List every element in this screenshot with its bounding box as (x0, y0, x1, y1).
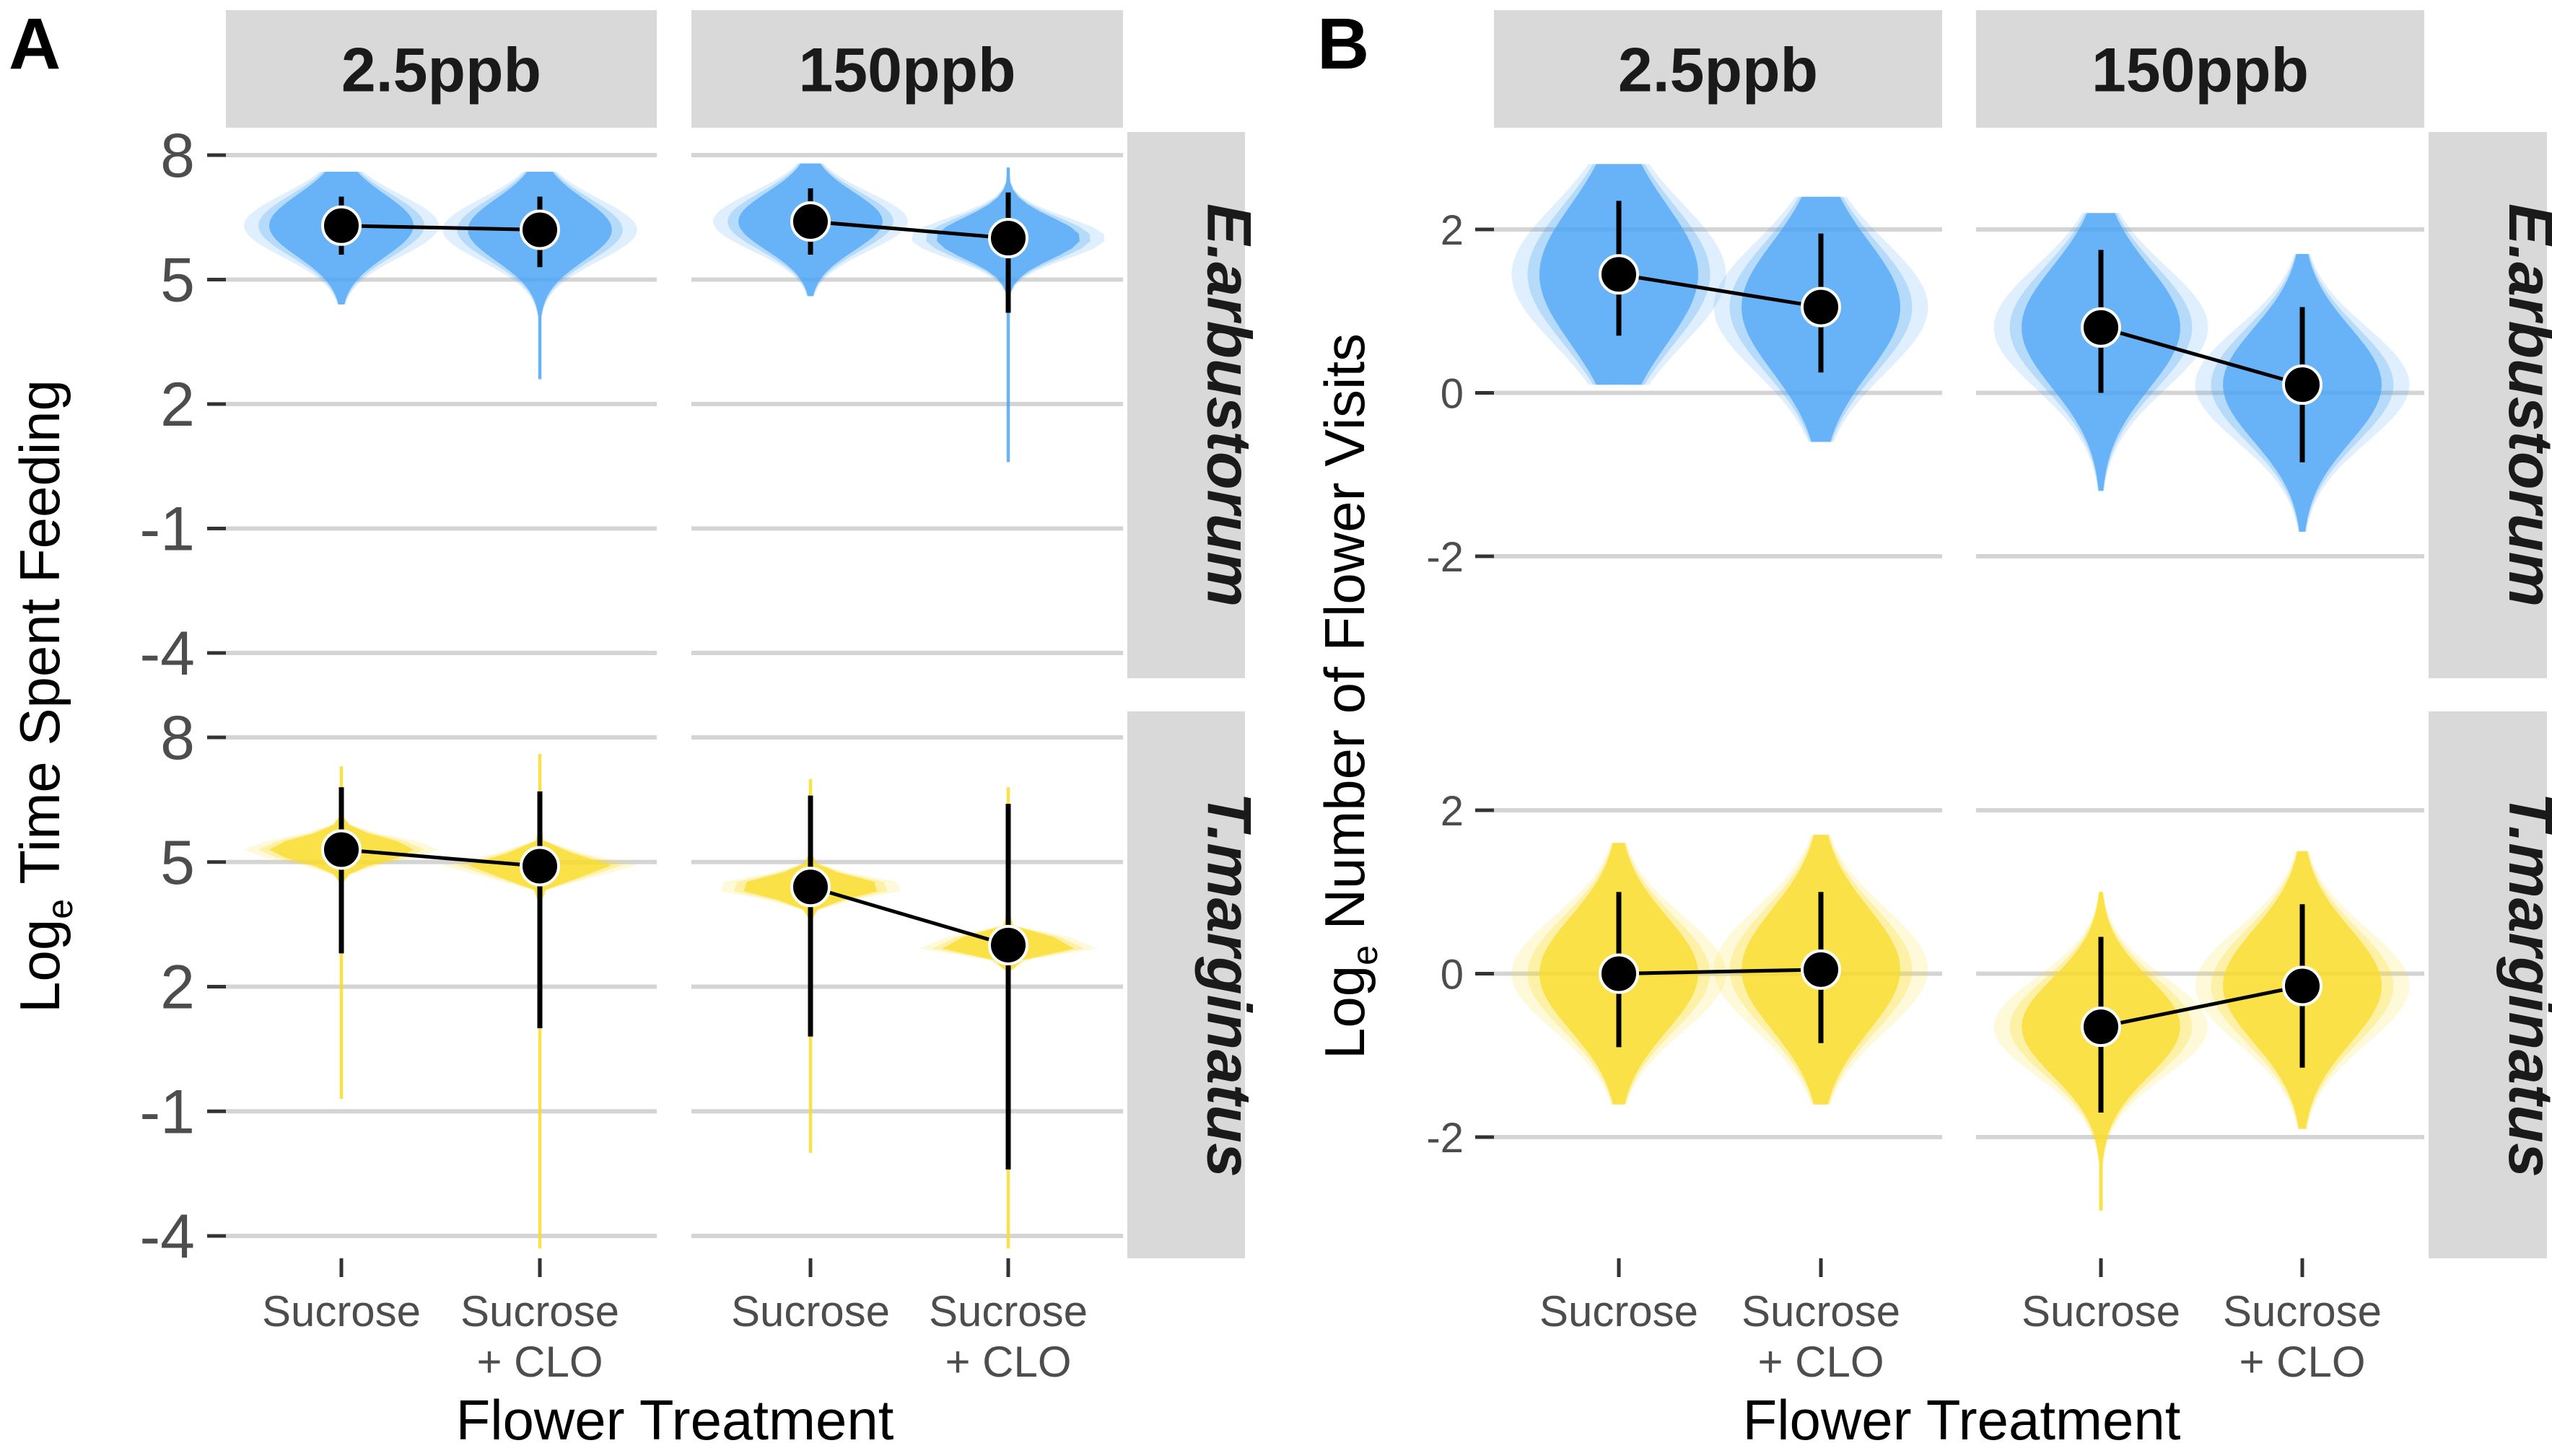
y-tick-label: -1 (140, 495, 195, 564)
strip-col-2-5ppb (226, 10, 657, 128)
y-tick-label: 8 (160, 703, 195, 773)
y-axis-title-subscript: e (1345, 945, 1385, 965)
y-tick-label: 2 (1441, 788, 1464, 835)
mean-connector (1618, 968, 1822, 975)
strip-label-150ppb: 150ppb (2092, 36, 2309, 105)
y-axis-title-base: Log (1313, 965, 1376, 1059)
x-tick-label-sucrose: Sucrose (1539, 1287, 1698, 1336)
y-tick-label: 0 (1441, 952, 1464, 999)
strip-col-150ppb (1976, 10, 2424, 128)
x-tick-label-sucrose: Sucrose (2223, 1287, 2382, 1336)
facet-e-arbustorum-2-5ppb (244, 172, 637, 380)
mean-point-sucrose (790, 867, 831, 908)
x-tick-label-clo: + CLO (945, 1338, 1071, 1386)
mean-point-sucrose-clo (520, 209, 560, 250)
strip-label-t-marginatus: T.marginatus (2496, 792, 2552, 1177)
strip-label-150ppb: 150ppb (798, 36, 1015, 105)
mean-connector (810, 219, 1009, 240)
y-tick-label: 0 (1441, 371, 1464, 418)
y-tick-label: -1 (140, 1077, 195, 1146)
mean-connector (341, 224, 541, 232)
facet-e-arbustorum-2-5ppb (1511, 164, 1928, 442)
y-axis-title: Loge Time Spent Feeding (8, 380, 80, 1013)
mean-point-sucrose (1599, 254, 1639, 295)
y-tick-label: 5 (160, 246, 195, 315)
panel-b: B 2.5ppb 150ppb E.arbustorum T.marginatus 2 0 -… (1313, 4, 2552, 1452)
y-axis-title-rest: Number of Flower Visits (1313, 333, 1376, 945)
facet-t-marginatus-2-5ppb (244, 754, 637, 1249)
x-tick-label-sucrose: Sucrose (731, 1287, 890, 1336)
x-axis-title: Flower Treatment (1743, 1388, 2181, 1452)
violin-sucrose-clo (937, 167, 1080, 462)
x-tick-label-sucrose: Sucrose (460, 1287, 619, 1336)
strip-row-t-marginatus (2429, 711, 2547, 1258)
facet-e-arbustorum-150ppb (713, 163, 1105, 462)
panel-label-a: A (9, 4, 61, 84)
strip-label-e-arbustorum: E.arbustorum (1194, 203, 1264, 607)
panel-a: A 2.5ppb 150ppb E.arbustorum T.marginatus 8 5 2… (8, 4, 1264, 1452)
y-tick-label: -2 (1426, 534, 1464, 581)
mean-point-sucrose (321, 829, 362, 870)
facet-t-marginatus-150ppb (720, 779, 1098, 1249)
y-axis-title-subscript: e (40, 899, 80, 919)
y-tick-label: -2 (1426, 1115, 1464, 1162)
mean-point-sucrose-clo (520, 846, 560, 887)
y-tick-label: -4 (140, 619, 195, 688)
mean-point-sucrose (2081, 307, 2121, 348)
strip-row-e-arbustorum (2429, 132, 2547, 678)
mean-point-sucrose-clo (2282, 965, 2322, 1007)
mean-point-sucrose (790, 201, 831, 242)
mean-connector (2100, 325, 2303, 387)
y-axis-title: Loge Number of Flower Visits (1313, 333, 1385, 1059)
strip-col-2-5ppb (1494, 10, 1942, 128)
violin-sucrose-clo (468, 172, 612, 380)
y-tick-label: 2 (160, 953, 195, 1022)
mean-connector (1618, 272, 1822, 310)
x-tick-label-clo: + CLO (2239, 1338, 2365, 1386)
x-tick-label-sucrose: Sucrose (2022, 1287, 2180, 1336)
panel-label-b: B (1317, 4, 1369, 84)
x-tick-label-sucrose: Sucrose (262, 1287, 421, 1336)
x-axis-title: Flower Treatment (456, 1388, 894, 1452)
facet-t-marginatus-150ppb (1993, 851, 2410, 1211)
mean-point-sucrose-clo (988, 924, 1028, 965)
x-tick-label-sucrose: Sucrose (1742, 1287, 1900, 1336)
mean-point-sucrose-clo (988, 218, 1028, 258)
y-tick-label: 5 (160, 828, 195, 898)
y-axis-title-base: Log (8, 919, 71, 1013)
mean-point-sucrose (2081, 1007, 2121, 1048)
mean-connector (810, 885, 1009, 947)
x-tick-label-clo: + CLO (476, 1338, 603, 1386)
mean-point-sucrose (1599, 953, 1639, 994)
x-tick-label-sucrose: Sucrose (929, 1287, 1088, 1336)
mean-point-sucrose (321, 205, 362, 246)
strip-label-t-marginatus: T.marginatus (1194, 792, 1264, 1177)
strip-label-2-5ppb: 2.5ppb (1618, 36, 1818, 105)
mean-point-sucrose-clo (1801, 286, 1841, 328)
strip-row-t-marginatus (1127, 711, 1245, 1258)
strip-label-e-arbustorum: E.arbustorum (2496, 203, 2552, 607)
mean-point-sucrose-clo (1801, 949, 1841, 990)
x-tick-label-clo: + CLO (1757, 1338, 1884, 1386)
mean-connector (2100, 984, 2303, 1029)
mean-point-sucrose-clo (2282, 364, 2322, 405)
y-axis-title-rest: Time Spent Feeding (8, 380, 71, 899)
facet-t-marginatus-2-5ppb (1511, 834, 1928, 1105)
y-tick-label: 8 (160, 121, 195, 190)
strip-col-150ppb (691, 10, 1123, 128)
y-tick-label: -4 (140, 1202, 195, 1271)
strip-label-2-5ppb: 2.5ppb (341, 36, 541, 105)
y-tick-label: 2 (1441, 207, 1464, 254)
y-tick-label: 2 (160, 370, 195, 439)
mean-connector (341, 847, 541, 868)
strip-row-e-arbustorum (1127, 132, 1245, 678)
facet-e-arbustorum-150ppb (1993, 213, 2410, 532)
